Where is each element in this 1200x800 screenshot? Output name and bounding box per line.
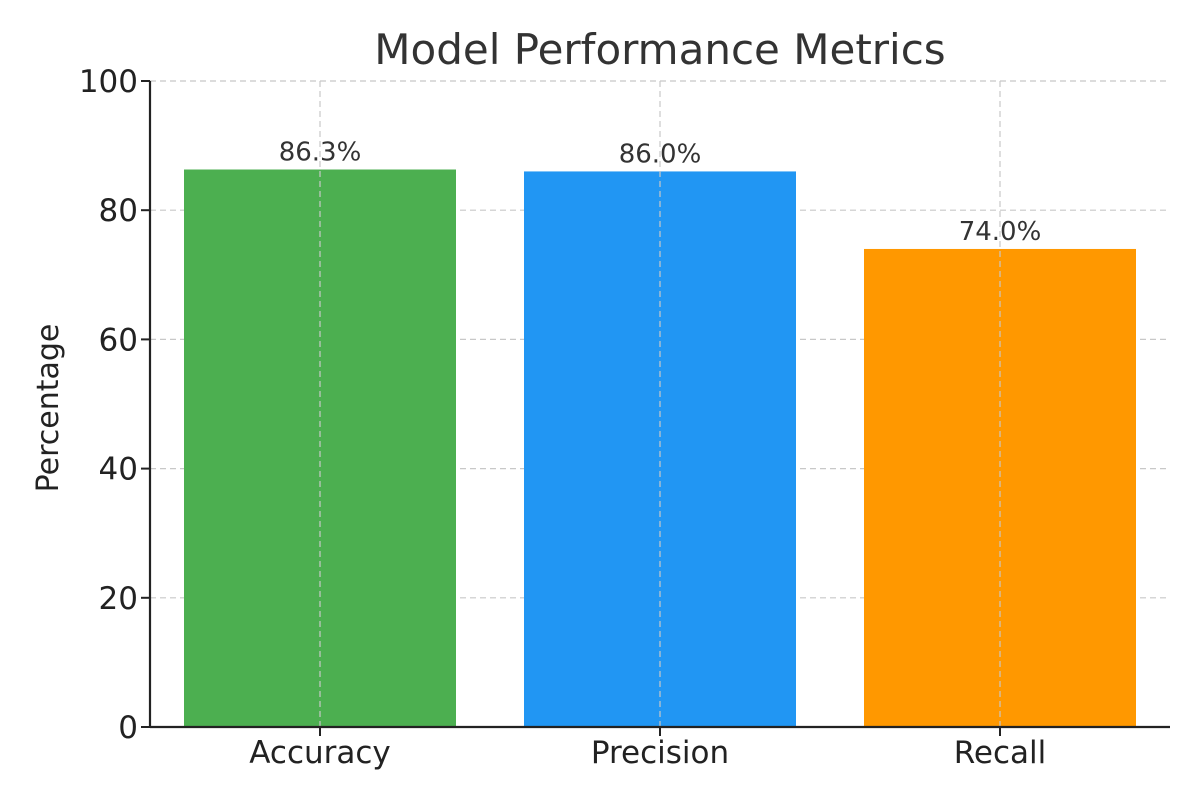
- bar-recall: [864, 248, 1136, 727]
- chart-title: Model Performance Metrics: [374, 25, 945, 74]
- labels: 0 20 40 60 80 100 Accuracy 86.3% Precision 86.0% R…: [79, 64, 1046, 771]
- x-tick-label: Accuracy: [249, 735, 391, 771]
- axes: [141, 80, 1170, 736]
- y-tick-label: 0: [118, 710, 138, 746]
- y-tick-label: 100: [79, 64, 138, 100]
- x-tick-label: Recall: [954, 735, 1047, 771]
- vertical-grid-lines: [319, 81, 1001, 727]
- data-label: 86.0%: [619, 139, 702, 169]
- y-tick-label: 80: [99, 193, 138, 229]
- data-label: 86.3%: [279, 138, 362, 168]
- data-label: 74.0%: [959, 217, 1042, 247]
- y-tick-label: 40: [99, 452, 138, 488]
- y-axis-label: Percentage: [31, 324, 66, 493]
- x-tick-label: Precision: [591, 735, 729, 771]
- y-tick-label: 20: [99, 581, 138, 617]
- y-tick-label: 60: [99, 322, 138, 358]
